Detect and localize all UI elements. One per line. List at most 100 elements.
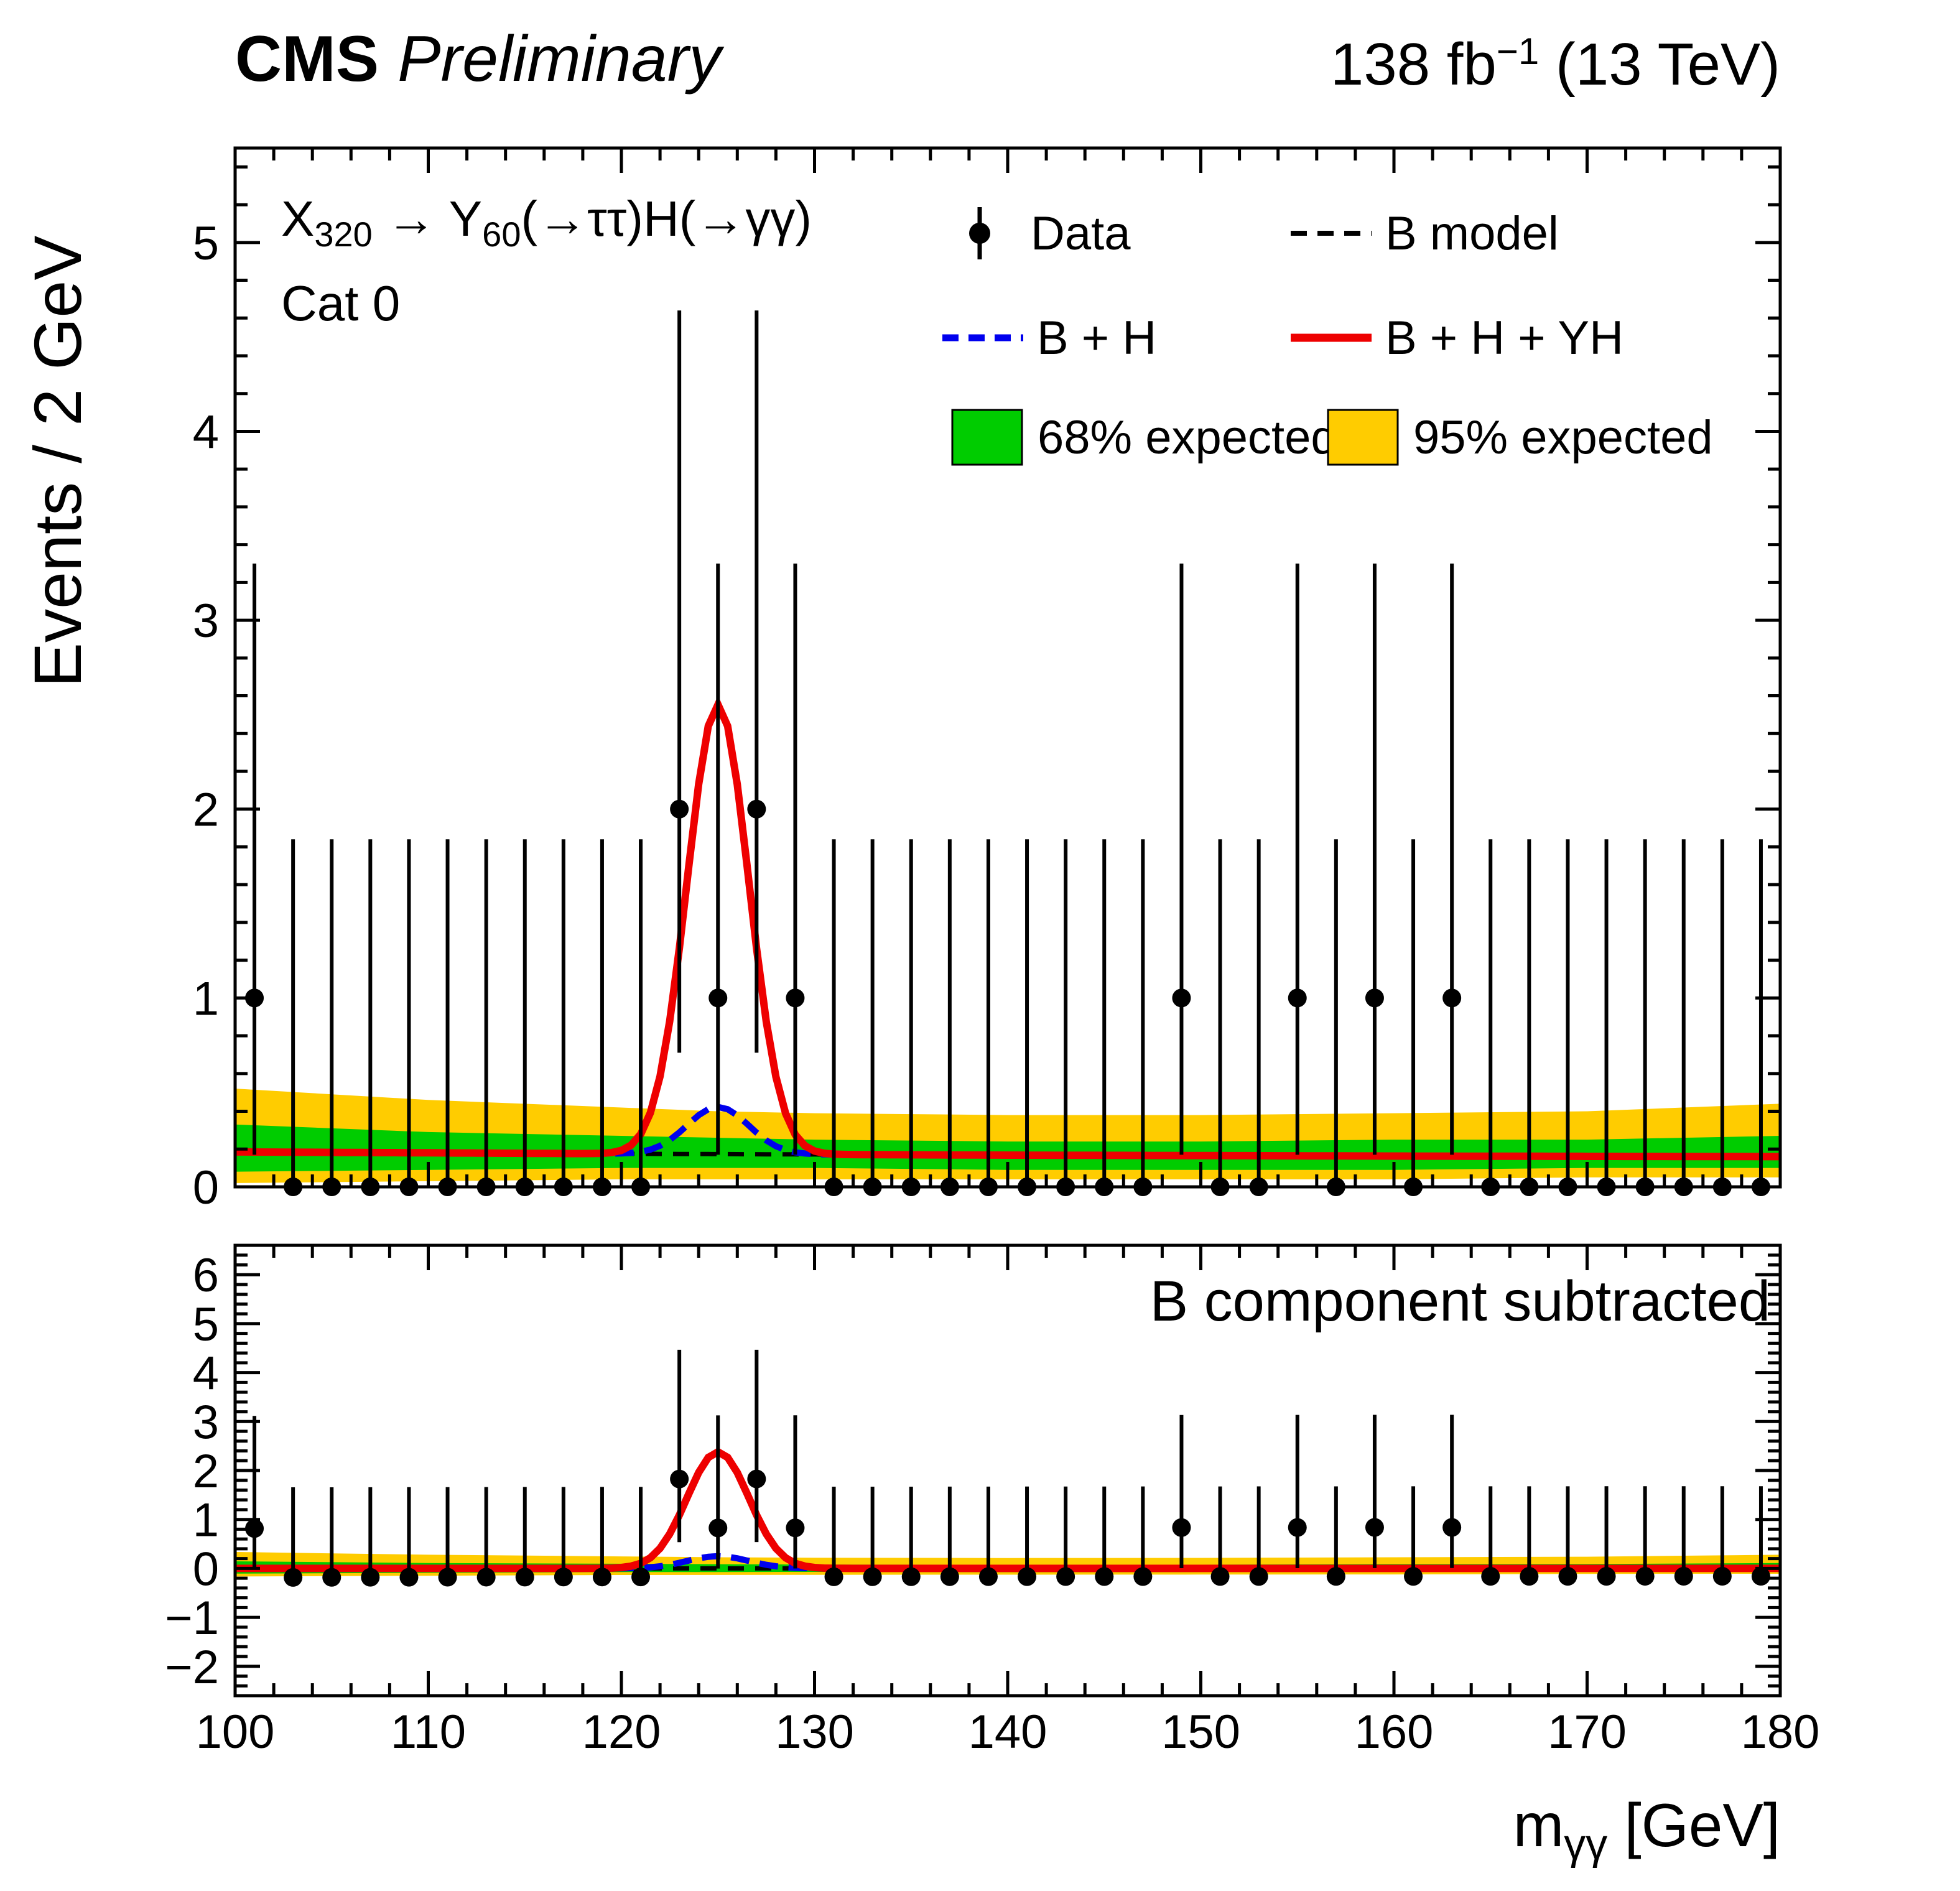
data-point (1481, 1567, 1500, 1586)
legend-item-95-expected: 95% expected (1326, 407, 1713, 467)
luminosity-label: 138 fb−1 (13 TeV) (1331, 30, 1780, 99)
process-part: (→ττ)H(→γγ) (521, 191, 812, 246)
process-subscript: 60 (482, 215, 521, 254)
data-point (747, 799, 766, 819)
y-tick-label: 1 (193, 1494, 219, 1547)
data-point (476, 1568, 496, 1587)
data-point (1712, 1567, 1732, 1586)
data-point (1172, 988, 1191, 1008)
x-tick-label: 150 (1161, 1706, 1240, 1759)
y-tick-label: −2 (165, 1641, 219, 1694)
y-axis-title: Events / 2 GeV (20, 235, 95, 687)
data-point (901, 1567, 921, 1586)
data-point (708, 988, 728, 1008)
data-point (438, 1568, 457, 1587)
x-axis-title: mγγ [GeV] (1513, 1790, 1780, 1869)
x-title-symbol: m (1513, 1791, 1564, 1859)
y-tick-label: 0 (193, 1543, 219, 1596)
data-point (399, 1568, 419, 1587)
data-point (824, 1567, 843, 1586)
x-tick-label: 140 (968, 1706, 1047, 1759)
y-tick-label: 2 (193, 1445, 219, 1498)
b-plus-h-plus-yh-curve (235, 695, 1780, 1161)
band-68-glyph (951, 409, 1023, 466)
data-point (1210, 1567, 1230, 1586)
y-tick-label: 3 (193, 1396, 219, 1449)
data-marker-icon (942, 203, 1017, 263)
data-point (592, 1568, 611, 1587)
process-part: → Y (372, 191, 483, 246)
data-point (554, 1568, 573, 1587)
process-subscript: 320 (314, 215, 373, 254)
data-point (1520, 1567, 1539, 1586)
header: CMS Preliminary (235, 22, 721, 96)
data-point (708, 1518, 728, 1538)
preliminary-label: Preliminary (397, 23, 722, 95)
category-label: Cat 0 (281, 276, 401, 331)
data-point (1365, 1518, 1384, 1537)
data-point (786, 988, 805, 1008)
y-tick-label: 2 (193, 784, 219, 837)
experiment-label: CMS (235, 23, 379, 95)
data-point (786, 1518, 805, 1538)
data-point-glyph (969, 223, 990, 244)
data-point (631, 1568, 651, 1587)
data-point (1597, 1567, 1616, 1586)
legend-label-68-expected: 68% expected (1038, 411, 1337, 464)
data-point (284, 1568, 303, 1587)
x-tick-label: 120 (582, 1706, 661, 1759)
lumi-value: 138 fb (1330, 31, 1497, 98)
data-point (1326, 1567, 1345, 1586)
legend-label-b-model: B model (1385, 207, 1559, 260)
panel-frame (233, 146, 1782, 1189)
y-tick-label: 3 (193, 595, 219, 648)
y-tick-label: 6 (193, 1249, 219, 1302)
y-tick-label: 4 (193, 1347, 219, 1400)
x-tick-label: 170 (1548, 1706, 1627, 1759)
b-plus-h-plus-yh-curve (235, 1447, 1780, 1573)
data-point (863, 1567, 882, 1586)
data-point (978, 1567, 998, 1586)
legend-label-95-expected: 95% expected (1413, 411, 1713, 464)
data-point (1442, 1518, 1462, 1537)
y-tick-label: 5 (193, 217, 219, 270)
top-panel: 0 1 2 3 4 5 (193, 146, 1782, 1214)
x-title-subscript: γγ (1564, 1819, 1608, 1869)
data-point (747, 1469, 766, 1489)
data-point (515, 1568, 534, 1587)
band-68-expected (235, 1124, 1780, 1172)
legend-item-b-plus-h: B + H (942, 308, 1156, 368)
data-point (940, 1567, 959, 1586)
y-tick-label: 4 (193, 406, 219, 458)
x-tick-label: 100 (196, 1706, 275, 1759)
x-tick-label: 180 (1741, 1706, 1820, 1759)
data-point (1635, 1567, 1655, 1586)
data-point (1056, 1567, 1075, 1586)
data-point (1365, 988, 1384, 1008)
data-point (1172, 1518, 1191, 1537)
legend-item-68-expected: 68% expected (950, 407, 1337, 467)
b-subtracted-label: B component subtracted (1150, 1270, 1770, 1333)
data-point (1674, 1567, 1693, 1586)
lumi-energy: (13 TeV) (1539, 31, 1780, 98)
b-plus-h-plus-yh-line-icon (1291, 308, 1372, 368)
data-point (670, 799, 689, 819)
legend-item-b-model: B model (1291, 203, 1559, 263)
legend-label-b-plus-h-plus-yh: B + H + YH (1385, 311, 1624, 365)
data-point (670, 1469, 689, 1489)
y-tick-label: −1 (165, 1592, 219, 1645)
data-point (1288, 1518, 1307, 1537)
data-point (1288, 988, 1307, 1008)
data-point (1249, 1567, 1268, 1586)
data-point (1751, 1566, 1770, 1586)
x-tick-label: 130 (775, 1706, 854, 1759)
legend-label-data: Data (1031, 207, 1131, 260)
band-95-glyph (1327, 409, 1399, 466)
band-68-box-icon (950, 407, 1024, 467)
y-tick-label: 1 (193, 972, 219, 1025)
legend-label-b-plus-h: B + H (1037, 311, 1157, 365)
legend-item-data: Data (942, 203, 1131, 263)
